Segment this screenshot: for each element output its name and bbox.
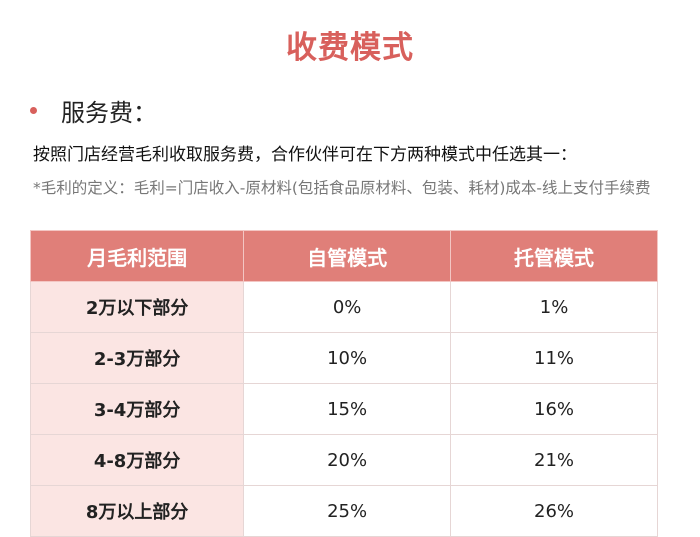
section-header: 服务费： — [30, 92, 157, 128]
self-managed-rate: 20% — [243, 434, 452, 486]
fee-table: 月毛利范围 自管模式 托管模式 2万以下部分 0% 1% 2-3万部分 10% … — [29, 230, 658, 537]
bullet-icon — [30, 106, 37, 114]
hosted-rate: 21% — [450, 434, 658, 486]
definition-note: *毛利的定义：毛利=门店收入-原材料(包括食品原材料、包装、耗材)成本-线上支付… — [33, 179, 651, 197]
range-cell: 3-4万部分 — [29, 383, 245, 435]
range-cell: 2万以下部分 — [29, 281, 245, 333]
hosted-rate: 1% — [450, 281, 658, 333]
self-managed-rate: 25% — [243, 485, 452, 537]
table-row: 2-3万部分 10% 11% — [29, 332, 658, 384]
self-managed-rate: 10% — [243, 332, 452, 384]
header-self-managed: 自管模式 — [243, 230, 452, 282]
table-row: 8万以上部分 25% 26% — [29, 485, 658, 537]
self-managed-rate: 15% — [243, 383, 452, 435]
header-range: 月毛利范围 — [29, 230, 245, 282]
range-cell: 8万以上部分 — [29, 485, 245, 537]
page-title: 收费模式 — [286, 30, 414, 66]
table-row: 3-4万部分 15% 16% — [29, 383, 658, 435]
hosted-rate: 16% — [450, 383, 658, 435]
hosted-rate: 26% — [450, 485, 658, 537]
table-header-row: 月毛利范围 自管模式 托管模式 — [29, 230, 658, 282]
section-title: 服务费： — [61, 98, 157, 127]
range-cell: 2-3万部分 — [29, 332, 245, 384]
header-hosted: 托管模式 — [450, 230, 658, 282]
intro-text: 按照门店经营毛利收取服务费，合作伙伴可在下方两种模式中任选其一： — [33, 145, 577, 165]
self-managed-rate: 0% — [243, 281, 452, 333]
table-row: 2万以下部分 0% 1% — [29, 281, 658, 333]
table-row: 4-8万部分 20% 21% — [29, 434, 658, 486]
hosted-rate: 11% — [450, 332, 658, 384]
range-cell: 4-8万部分 — [29, 434, 245, 486]
